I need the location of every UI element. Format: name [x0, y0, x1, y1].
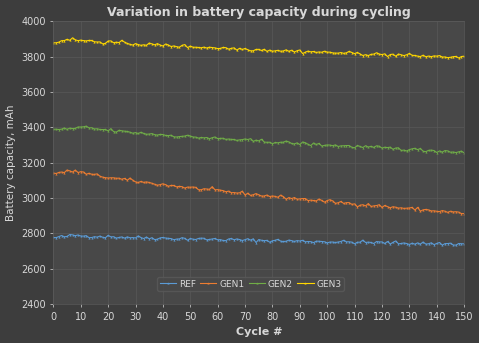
Line: REF: REF	[52, 234, 465, 246]
GEN3	[458, 55, 464, 59]
GEN2	[456, 150, 462, 154]
REF	[458, 242, 464, 246]
Title: Variation in battery capacity during cycling: Variation in battery capacity during cyc…	[107, 5, 411, 19]
GEN2	[302, 141, 308, 145]
Line: GEN1: GEN1	[52, 169, 465, 215]
GEN1	[456, 210, 462, 214]
Y-axis label: Battery capacity, mAh: Battery capacity, mAh	[6, 104, 15, 221]
GEN3	[341, 51, 347, 56]
GEN3	[198, 46, 204, 50]
REF	[439, 243, 445, 247]
GEN1	[198, 188, 204, 192]
GEN2	[253, 138, 259, 142]
GEN2	[198, 135, 204, 140]
GEN1	[64, 168, 70, 172]
GEN2	[341, 144, 347, 148]
REF	[341, 238, 347, 242]
GEN3	[313, 50, 319, 55]
REF	[461, 242, 467, 246]
X-axis label: Cycle #: Cycle #	[236, 328, 282, 338]
GEN2	[461, 151, 467, 155]
Line: GEN3: GEN3	[52, 37, 465, 59]
GEN1	[461, 212, 467, 216]
REF	[302, 240, 308, 244]
REF	[198, 236, 204, 240]
GEN3	[69, 36, 75, 40]
GEN3	[302, 50, 308, 54]
GEN2	[313, 142, 319, 146]
GEN3	[461, 54, 467, 58]
GEN2	[83, 124, 89, 128]
GEN1	[341, 201, 347, 205]
REF	[253, 240, 259, 245]
Legend: REF, GEN1, GEN2, GEN3: REF, GEN1, GEN2, GEN3	[157, 277, 344, 291]
GEN2	[50, 127, 56, 131]
GEN3	[50, 41, 56, 45]
GEN1	[458, 212, 464, 216]
REF	[50, 235, 56, 239]
GEN1	[253, 191, 259, 196]
REF	[313, 239, 319, 243]
GEN3	[253, 47, 259, 51]
REF	[67, 233, 73, 237]
GEN1	[50, 171, 56, 175]
GEN1	[313, 199, 319, 203]
GEN3	[456, 56, 462, 60]
GEN1	[302, 197, 308, 201]
Line: GEN2: GEN2	[52, 125, 465, 154]
